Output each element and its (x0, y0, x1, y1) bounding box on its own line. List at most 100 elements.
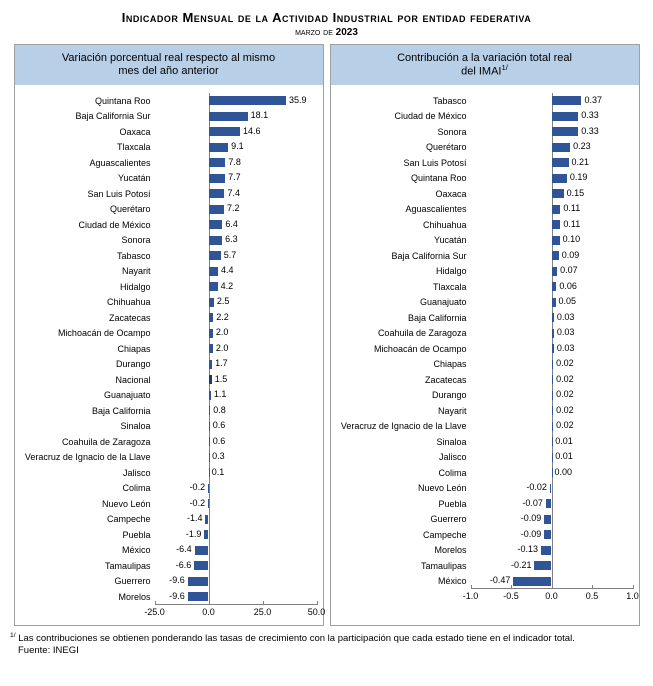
bar-value: -0.09 (521, 529, 542, 539)
bar-label: Baja California (21, 406, 155, 416)
bar-plot: 7.4 (155, 186, 317, 202)
bar-value: 0.07 (560, 265, 578, 275)
bar-label: Nuevo León (21, 499, 155, 509)
bar (552, 236, 560, 245)
bar-row: Aguascalientes0.11 (337, 202, 633, 218)
bar-row: Oaxaca0.15 (337, 186, 633, 202)
bar (188, 577, 209, 586)
bar-row: Guerrero -9.6 (21, 574, 317, 590)
bar-plot: 0.01 (471, 450, 633, 466)
bar-label: Hidalgo (21, 282, 155, 292)
bar-value: -0.2 (190, 498, 206, 508)
bar-row: Ciudad de México6.4 (21, 217, 317, 233)
bar-value: 0.09 (562, 250, 580, 260)
bar-row: Coahuila de Zaragoza0.03 (337, 326, 633, 342)
bar-value: -0.07 (522, 498, 543, 508)
footnote: 1/ Las contribuciones se obtienen ponder… (10, 632, 643, 646)
chart-right: Contribución a la variación total real d… (330, 44, 640, 626)
bar-plot: -0.02 (471, 481, 633, 497)
bar-row: Nuevo León-0.02 (337, 481, 633, 497)
bar (552, 453, 553, 462)
bar-value: -0.13 (517, 544, 538, 554)
bar-label: Michoacán de Ocampo (21, 328, 155, 338)
bar-plot: -6.6 (155, 558, 317, 574)
bar-label: Jalisco (337, 452, 471, 462)
tick-label: 25.0 (254, 607, 272, 617)
bar-label: Guerrero (337, 514, 471, 524)
bar-row: Puebla-0.07 (337, 496, 633, 512)
bar (209, 344, 213, 353)
bar-plot: -0.13 (471, 543, 633, 559)
bar-plot: 0.02 (471, 357, 633, 373)
bar (205, 515, 208, 524)
bar-row: México-0.47 (337, 574, 633, 590)
bar (552, 96, 582, 105)
bar-value: 0.02 (556, 389, 574, 399)
bar-plot: 0.11 (471, 217, 633, 233)
bar-plot: 0.09 (471, 248, 633, 264)
bar-plot: 35.9 (155, 93, 317, 109)
bar-label: Quintana Roo (337, 173, 471, 183)
bar-value: 7.8 (228, 157, 241, 167)
bar-row: Querétaro7.2 (21, 202, 317, 218)
bar-label: Guerrero (21, 576, 155, 586)
bar-label: Durango (337, 390, 471, 400)
bar-plot: 4.2 (155, 279, 317, 295)
bar-value: -6.6 (176, 560, 192, 570)
bar-plot: 0.15 (471, 186, 633, 202)
bar-value: 0.02 (556, 358, 574, 368)
bar-row: Ciudad de México0.33 (337, 109, 633, 125)
bar-row: Nayarit4.4 (21, 264, 317, 280)
bar-plot: 7.8 (155, 155, 317, 171)
bar-label: Yucatán (21, 173, 155, 183)
bar-row: Tlaxcala0.06 (337, 279, 633, 295)
bar-value: 0.02 (556, 374, 574, 384)
bar-plot: 0.03 (471, 310, 633, 326)
bar-plot: 2.2 (155, 310, 317, 326)
bar (209, 174, 226, 183)
bar-label: Tamaulipas (21, 561, 155, 571)
bar-row: Zacatecas2.2 (21, 310, 317, 326)
bar-value: 0.6 (213, 420, 226, 430)
bar-plot: 0.02 (471, 419, 633, 435)
bar-label: Durango (21, 359, 155, 369)
bar-value: 9.1 (231, 141, 244, 151)
bar-label: Tlaxcala (337, 282, 471, 292)
bar-label: Baja California (337, 313, 471, 323)
bar-row: Chihuahua0.11 (337, 217, 633, 233)
bar-plot: -0.2 (155, 481, 317, 497)
bar (552, 282, 557, 291)
bar-value: -1.4 (187, 513, 203, 523)
bar-value: 35.9 (289, 95, 307, 105)
subtitle-year: 2023 (336, 27, 358, 38)
bar-value: 1.5 (215, 374, 228, 384)
bar-value: -9.6 (169, 575, 185, 585)
bar-label: Zacatecas (337, 375, 471, 385)
bar-plot: 0.02 (471, 388, 633, 404)
bar-row: México-6.4 (21, 543, 317, 559)
bar (552, 143, 571, 152)
bar-plot: -0.07 (471, 496, 633, 512)
bar-value: 0.05 (559, 296, 577, 306)
bar-label: Chiapas (337, 359, 471, 369)
bar-plot: 18.1 (155, 109, 317, 125)
bar (552, 267, 558, 276)
bar (209, 251, 221, 260)
bar (552, 406, 554, 415)
tick-label: 0.0 (202, 607, 215, 617)
bar-label: Nuevo León (337, 483, 471, 493)
bar (552, 422, 554, 431)
bar-row: Michoacán de Ocampo2.0 (21, 326, 317, 342)
bar-label: Tabasco (21, 251, 155, 261)
bar-row: Tabasco5.7 (21, 248, 317, 264)
bar-row: Guerrero-0.09 (337, 512, 633, 528)
bar-plot: 0.10 (471, 233, 633, 249)
bar (541, 546, 552, 555)
chart-left-header-l2: mes del año anterior (118, 65, 218, 77)
bar-label: Puebla (21, 530, 155, 540)
bar-plot: -6.4 (155, 543, 317, 559)
bar-row: Oaxaca14.6 (21, 124, 317, 140)
bar (209, 96, 287, 105)
bar-row: Durango1.7 (21, 357, 317, 373)
bar-row: Chiapas 0.02 (337, 357, 633, 373)
